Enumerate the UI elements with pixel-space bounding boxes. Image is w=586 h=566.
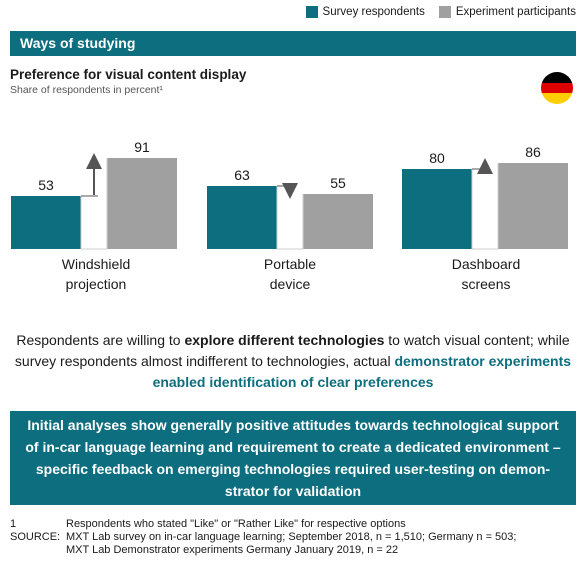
- chart-legend: Survey respondents Experiment participan…: [305, 6, 576, 18]
- footnote-key: [10, 544, 66, 557]
- bar-experiment-0: [107, 158, 177, 249]
- key-statement: Respondents are willing to explore diffe…: [12, 330, 574, 393]
- category-label-line: Dashboard: [451, 256, 521, 272]
- footnote-row: SOURCE: MXT Lab survey on in-car languag…: [10, 531, 516, 544]
- legend-item-experiment: Experiment participants: [438, 6, 576, 18]
- footnote-text: MXT Lab survey on in-car language learni…: [66, 531, 517, 543]
- bar-experiment-2: [498, 163, 568, 249]
- legend-swatch-experiment: [438, 6, 451, 18]
- bar-chart: 53 91 63 55 80 86: [11, 139, 568, 250]
- category-label-line: device: [269, 276, 311, 292]
- statement-bold-1: explore different technologies: [184, 332, 385, 348]
- legend-label-experiment: Experiment participants: [455, 6, 576, 18]
- footnote-row: MXT Lab Demonstrator experiments Germany…: [10, 544, 516, 557]
- flag-stripe-red: [541, 82, 573, 94]
- statement-text-1: Respondents are willing to: [16, 332, 185, 348]
- flag-stripe-gold: [541, 93, 573, 104]
- bar-survey-1: [207, 186, 277, 249]
- chart-subtitle: Share of respondents in percent¹: [10, 84, 163, 96]
- data-label-experiment-1: 55: [330, 175, 346, 191]
- data-label-survey-1: 63: [234, 167, 250, 183]
- footnotes: 1 Respondents who stated "Like" or "Rath…: [10, 518, 516, 557]
- category-label: Windshield projection: [16, 254, 176, 294]
- footnote-key: 1: [10, 518, 17, 530]
- bar-experiment-1: [303, 194, 373, 249]
- legend-swatch-survey: [305, 6, 318, 18]
- category-label-line: Portable: [263, 256, 317, 272]
- section-header: Ways of studying: [10, 31, 576, 56]
- footnote-text: Respondents who stated "Like" or "Rather…: [66, 518, 406, 530]
- chart-title: Preference for visual content display: [10, 67, 247, 82]
- category-label: Dashboard screens: [406, 254, 566, 294]
- conclusion-box: Initial analyses show generally positive…: [10, 411, 576, 505]
- statement-text-2: to watch visual content; while survey re…: [14, 332, 570, 369]
- data-label-survey-2: 80: [429, 150, 445, 166]
- category-label: Portable device: [210, 254, 370, 294]
- bar-gap-outline-2: [471, 163, 499, 250]
- data-label-experiment-0: 91: [134, 139, 150, 155]
- category-label-line: projection: [65, 276, 127, 292]
- bar-survey-2: [402, 169, 472, 249]
- category-label-line: screens: [461, 276, 511, 292]
- footnote-row: 1 Respondents who stated "Like" or "Rath…: [10, 518, 516, 531]
- statement-highlight-1: demonstrator experiments enabled identif…: [152, 353, 572, 390]
- data-label-experiment-2: 86: [525, 144, 541, 160]
- bar-survey-0: [11, 196, 81, 249]
- bar-gap-outline-0: [80, 158, 108, 250]
- legend-label-survey: Survey respondents: [322, 6, 425, 18]
- category-label-line: Windshield: [61, 256, 131, 272]
- germany-flag-icon: [541, 72, 573, 104]
- footnote-key: SOURCE:: [10, 531, 61, 543]
- bar-gap-outline-1: [276, 186, 304, 250]
- flag-stripe-black: [541, 72, 573, 83]
- footnote-text: MXT Lab Demonstrator experiments Germany…: [66, 544, 399, 556]
- data-label-survey-0: 53: [38, 177, 54, 193]
- legend-item-survey: Survey respondents: [305, 6, 425, 18]
